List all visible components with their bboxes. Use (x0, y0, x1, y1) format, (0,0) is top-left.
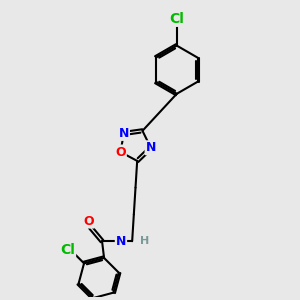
Text: Cl: Cl (169, 12, 184, 26)
Text: Cl: Cl (60, 243, 75, 256)
Text: N: N (116, 235, 126, 248)
Text: O: O (83, 214, 94, 228)
Text: O: O (115, 146, 126, 158)
Text: N: N (146, 141, 156, 154)
Text: N: N (118, 127, 129, 140)
Text: H: H (140, 236, 149, 246)
